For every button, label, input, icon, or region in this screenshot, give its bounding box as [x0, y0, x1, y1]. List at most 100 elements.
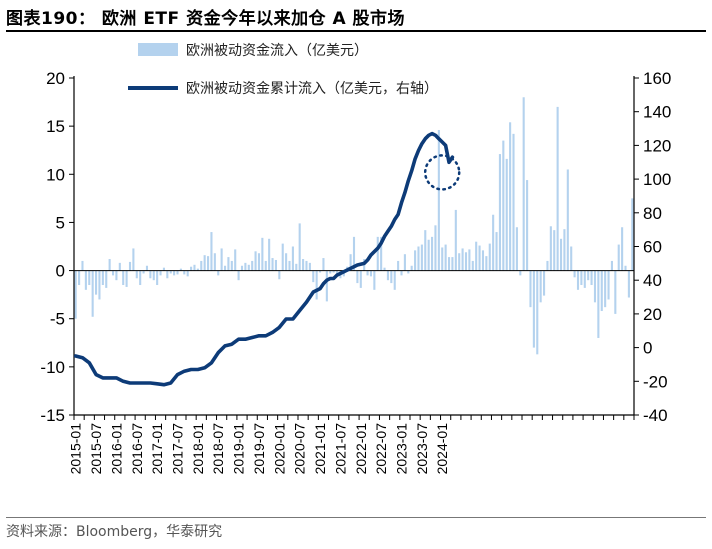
legend-bar-label: 欧洲被动资金流入（亿美元）	[186, 43, 368, 59]
y-right-tick-label: 100	[643, 170, 671, 189]
bar	[295, 263, 298, 271]
bar	[485, 256, 488, 271]
bar	[563, 229, 566, 271]
bar	[186, 270, 189, 277]
bar	[223, 265, 227, 271]
y-right-tick-label: 140	[643, 103, 671, 122]
bar	[631, 198, 634, 271]
bar	[302, 259, 305, 271]
bar	[441, 247, 444, 271]
bar	[278, 270, 281, 280]
title-rule	[6, 30, 706, 32]
bar	[403, 254, 406, 271]
bar	[454, 209, 457, 271]
bar	[447, 257, 451, 271]
y-left-tick-label: 20	[46, 69, 65, 88]
bar	[139, 270, 142, 286]
bar	[366, 270, 369, 276]
bar	[475, 241, 478, 271]
bar	[624, 265, 627, 271]
bar	[315, 270, 318, 300]
bar	[393, 270, 396, 290]
bar	[237, 270, 240, 281]
bar	[91, 270, 94, 317]
bar	[461, 248, 464, 271]
y-left-tick-label: 10	[46, 165, 65, 184]
x-tick-label: 2021-01	[312, 423, 328, 475]
bar	[352, 236, 356, 271]
bar	[332, 270, 335, 273]
x-tick-label: 2022-01	[353, 423, 369, 475]
bar	[285, 253, 288, 271]
x-tick-label: 2023-01	[394, 423, 410, 475]
bar	[417, 246, 420, 271]
bar	[481, 250, 485, 271]
bar	[319, 270, 322, 273]
x-tick-label: 2020-07	[292, 423, 308, 475]
bar	[505, 158, 508, 271]
bar	[149, 270, 152, 279]
bar	[105, 270, 108, 288]
bar	[74, 270, 77, 319]
y-right-tick-label: 0	[643, 339, 652, 358]
bar	[570, 246, 573, 271]
bar	[559, 238, 563, 271]
bar	[356, 270, 359, 284]
x-tick-label: 2017-07	[170, 423, 186, 475]
y-right-tick-label: 40	[643, 271, 662, 290]
bar	[257, 253, 261, 271]
y-right-tick-label: -20	[643, 372, 668, 391]
x-tick-label: 2021-07	[332, 423, 348, 475]
bar	[159, 270, 162, 276]
bar	[264, 260, 267, 271]
bar	[495, 232, 498, 271]
source-rule	[6, 517, 706, 518]
bar	[424, 230, 427, 271]
bar	[369, 270, 373, 277]
bar	[522, 97, 525, 271]
bar	[207, 256, 210, 271]
bar	[128, 261, 132, 271]
bar	[271, 258, 274, 271]
bar	[434, 225, 437, 271]
bar	[247, 264, 250, 271]
legend-bar-swatch	[138, 43, 178, 56]
bar	[176, 270, 179, 275]
bar	[298, 223, 301, 271]
bar	[101, 270, 104, 286]
y-left-tick-label: 0	[56, 262, 65, 281]
bar	[576, 270, 580, 290]
bar	[108, 259, 111, 271]
bar	[268, 238, 271, 271]
bar	[590, 270, 593, 286]
bar	[203, 255, 206, 271]
bar	[88, 270, 91, 286]
y-left-tick-label: 15	[46, 117, 65, 136]
bar	[607, 270, 610, 300]
x-tick-label: 2015-07	[88, 423, 104, 475]
bar	[288, 260, 291, 271]
bar	[125, 270, 128, 287]
bar	[604, 270, 607, 308]
bar	[543, 270, 546, 296]
bar	[78, 270, 81, 286]
bar	[526, 180, 529, 271]
bar	[251, 260, 254, 271]
bar	[509, 122, 512, 271]
bar	[492, 214, 495, 271]
bar	[512, 133, 515, 271]
bar	[145, 265, 149, 271]
bar	[152, 270, 155, 281]
source-note: 资料来源：Bloomberg，华泰研究	[6, 524, 223, 540]
legend: 欧洲被动资金流入（亿美元） 欧洲被动资金累计流入（亿美元，右轴）	[128, 43, 438, 97]
bar	[414, 250, 417, 271]
bar	[230, 260, 233, 271]
bar	[234, 249, 237, 271]
bar	[254, 251, 257, 271]
x-tick-label: 2016-01	[108, 423, 124, 475]
legend-line-label: 欧洲被动资金累计流入（亿美元，右轴）	[186, 81, 438, 97]
y-right-tick-label: 20	[643, 305, 662, 324]
bar	[464, 252, 468, 271]
axes-group: -15 -10 -5 0 5 10 15 20 -40 -20 0 20 40 60 80 100 120 140…	[40, 69, 671, 474]
